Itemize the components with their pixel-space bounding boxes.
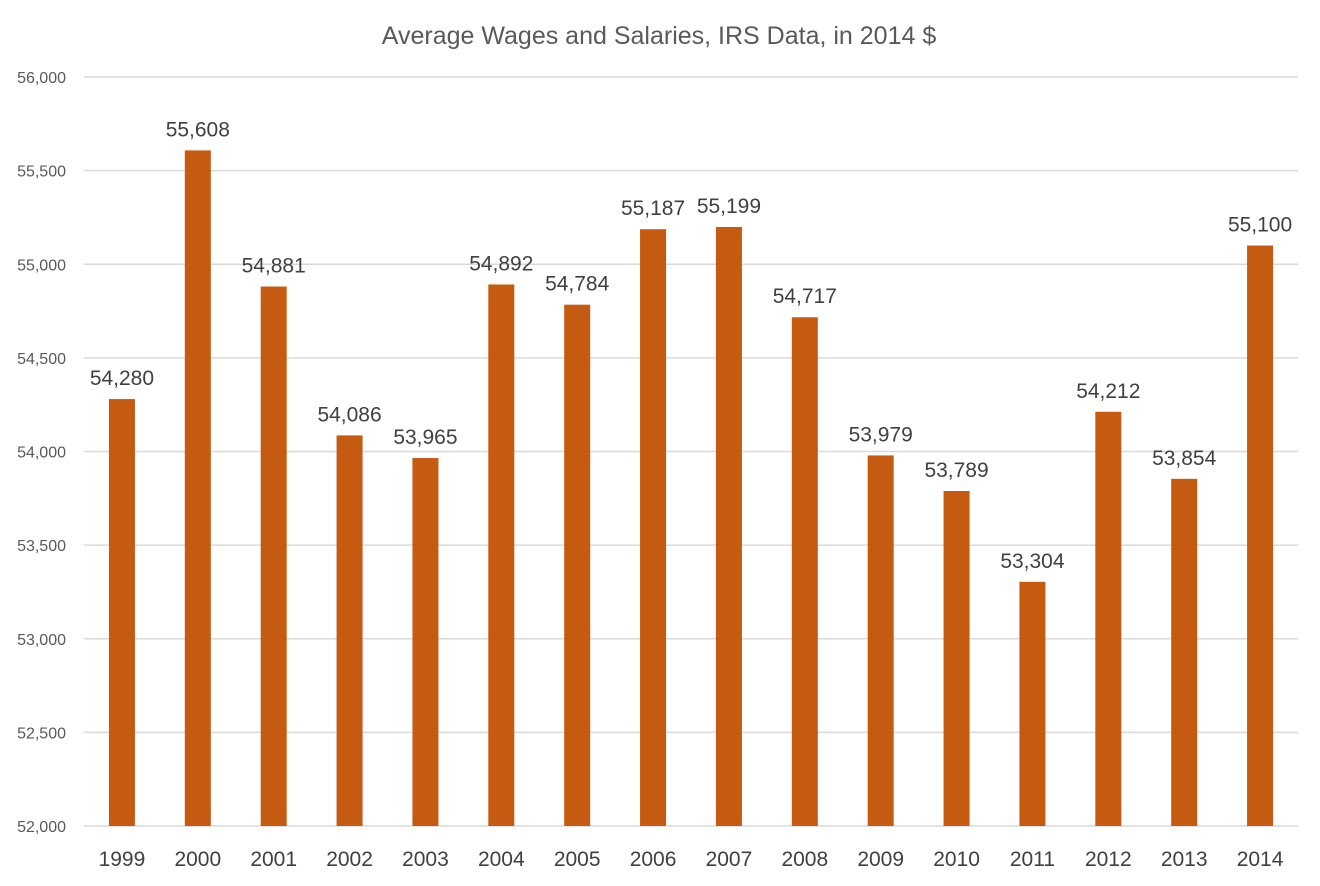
y-tick-label: 54,500 — [17, 351, 66, 368]
x-tick-label-2006: 2006 — [630, 848, 677, 871]
bar-2014 — [1247, 245, 1274, 826]
bar-1999 — [108, 399, 135, 826]
bar-2002 — [336, 435, 363, 826]
x-tick-label-2005: 2005 — [554, 848, 601, 871]
x-tick-label-2004: 2004 — [478, 848, 525, 871]
data-label-2010: 53,789 — [924, 459, 988, 482]
x-tick-label-2001: 2001 — [250, 848, 297, 871]
y-tick-label: 55,500 — [17, 164, 66, 181]
bar-2008 — [791, 317, 818, 826]
x-tick-label-2000: 2000 — [174, 848, 221, 871]
x-tick-label-2011: 2011 — [1010, 848, 1055, 871]
x-tick-label-2002: 2002 — [326, 848, 373, 871]
x-tick-label-2010: 2010 — [933, 848, 980, 871]
y-tick-label: 53,500 — [17, 538, 66, 555]
data-label-2004: 54,892 — [469, 252, 533, 275]
x-axis-ticks: 1999 2000 2001 2002 2003 2004 2005 2006 2007 2008… — [99, 848, 1284, 871]
data-label-2008: 54,717 — [773, 285, 837, 308]
x-tick-label-2013: 2013 — [1161, 848, 1208, 871]
x-tick-label-2003: 2003 — [402, 848, 449, 871]
data-label-2009: 53,979 — [849, 423, 913, 446]
x-tick-label-2009: 2009 — [857, 848, 904, 871]
y-tick-label: 52,500 — [17, 725, 66, 742]
bar-2005 — [564, 304, 591, 826]
chart-title: Average Wages and Salaries, IRS Data, in… — [382, 22, 937, 50]
data-label-2003: 53,965 — [393, 426, 457, 449]
x-tick-label-2014: 2014 — [1237, 848, 1284, 871]
x-tick-label-1999: 1999 — [99, 848, 146, 871]
bar-2004 — [488, 284, 515, 826]
bar-2007 — [715, 226, 742, 826]
data-label-2011: 53,304 — [1000, 550, 1065, 573]
data-label-2001: 54,881 — [242, 255, 306, 278]
y-tick-label: 52,000 — [17, 819, 66, 836]
data-label-2012: 54,212 — [1076, 380, 1140, 403]
bar-2010 — [943, 491, 970, 826]
bar-2013 — [1171, 478, 1198, 826]
data-label-2014: 55,100 — [1228, 214, 1292, 237]
bar-2003 — [412, 458, 439, 826]
data-label-2000: 55,608 — [166, 118, 230, 141]
data-labels: 54,280 55,608 54,881 54,086 53,965 54,892 54,7… — [90, 118, 1292, 572]
bar-2009 — [867, 455, 894, 826]
y-axis-ticks: 52,000 52,500 53,000 53,500 54,000 54,500 55,0… — [17, 70, 66, 836]
x-tick-label-2008: 2008 — [781, 848, 828, 871]
x-tick-label-2012: 2012 — [1085, 848, 1132, 871]
bars — [108, 150, 1274, 827]
data-label-2007: 55,199 — [697, 195, 761, 218]
bar-2006 — [640, 229, 667, 826]
y-tick-label: 53,000 — [17, 632, 66, 649]
data-label-2006: 55,187 — [621, 197, 685, 220]
y-tick-label: 56,000 — [17, 70, 66, 87]
y-tick-label: 54,000 — [17, 445, 66, 462]
data-label-2002: 54,086 — [317, 403, 381, 426]
bar-2011 — [1019, 581, 1046, 826]
data-label-1999: 54,280 — [90, 367, 154, 390]
bar-2012 — [1095, 411, 1122, 826]
y-tick-label: 55,000 — [17, 257, 66, 274]
data-label-2005: 54,784 — [545, 273, 610, 296]
x-tick-label-2007: 2007 — [706, 848, 753, 871]
data-label-2013: 53,854 — [1152, 447, 1217, 470]
bar-2001 — [260, 286, 287, 827]
bar-2000 — [184, 150, 211, 827]
